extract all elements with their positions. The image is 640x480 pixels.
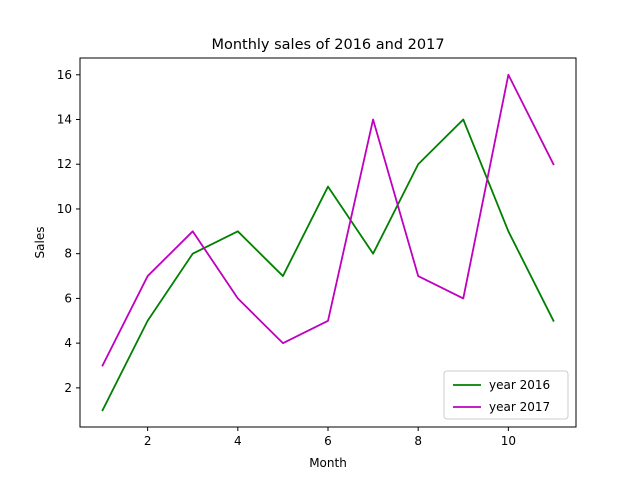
x-tick-label: 10	[501, 434, 516, 448]
chart-title: Monthly sales of 2016 and 2017	[211, 37, 444, 53]
x-axis: 2 4 6 8 10	[144, 427, 516, 448]
y-axis-label: Sales	[33, 227, 47, 259]
y-tick-label: 2	[64, 381, 72, 395]
series-layer	[101, 73, 555, 412]
legend-label-2: year 2017	[489, 400, 550, 414]
y-tick-label: 12	[57, 157, 72, 171]
y-tick-label: 14	[57, 113, 72, 127]
y-axis: 2 4 6 8 10 12 14 16	[57, 68, 80, 395]
legend-label-1: year 2016	[489, 378, 550, 392]
x-tick-label: 8	[414, 434, 422, 448]
x-tick-label: 4	[234, 434, 242, 448]
y-tick-label: 6	[64, 291, 72, 305]
series-line-1	[101, 118, 555, 412]
x-tick-label: 2	[144, 434, 152, 448]
legend: year 2016 year 2017	[443, 370, 569, 420]
y-tick-label: 8	[64, 247, 72, 261]
y-tick-label: 10	[57, 202, 72, 216]
series-line-2	[101, 73, 555, 367]
y-tick-label: 4	[64, 336, 72, 350]
x-axis-label: Month	[309, 456, 347, 470]
x-tick-label: 6	[324, 434, 332, 448]
y-tick-label: 16	[57, 68, 72, 82]
